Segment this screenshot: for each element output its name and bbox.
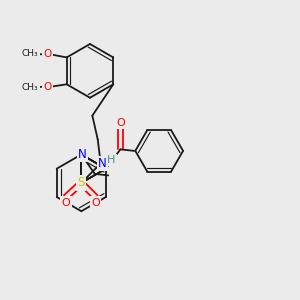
Text: CH₃: CH₃	[22, 83, 39, 92]
Text: O: O	[91, 198, 100, 208]
Text: CH₃: CH₃	[22, 49, 39, 58]
Text: H: H	[107, 155, 116, 165]
Text: O: O	[61, 198, 70, 208]
Text: N: N	[98, 157, 107, 170]
Text: O: O	[43, 50, 51, 59]
Text: S: S	[78, 176, 85, 189]
Text: O: O	[43, 82, 51, 92]
Text: N: N	[78, 148, 87, 161]
Text: O: O	[116, 118, 125, 128]
